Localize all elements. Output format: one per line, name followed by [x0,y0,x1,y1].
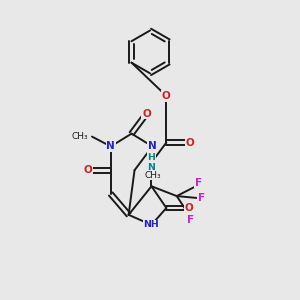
Text: O: O [185,203,194,213]
Text: O: O [186,138,194,148]
Text: N: N [148,141,157,152]
Text: CH₃: CH₃ [144,171,161,180]
Text: N: N [106,141,115,152]
Text: H
N: H N [148,153,155,172]
Text: F: F [198,193,205,203]
Text: O: O [84,165,93,175]
Text: O: O [162,91,171,101]
Text: CH₃: CH₃ [72,132,88,141]
Text: NH: NH [144,220,159,230]
Text: F: F [195,178,202,188]
Text: F: F [188,215,195,225]
Text: O: O [142,109,151,119]
